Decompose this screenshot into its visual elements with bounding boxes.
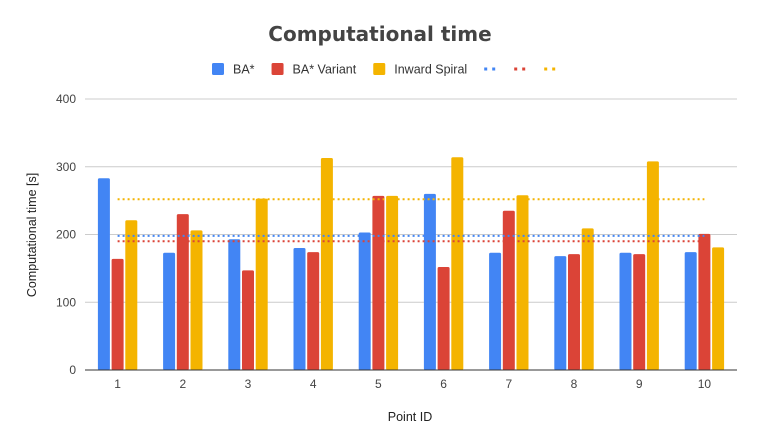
y-tick-label: 0 xyxy=(69,363,76,377)
bar-ba-7 xyxy=(489,252,502,370)
legend-swatch xyxy=(212,63,224,75)
bar-ba-9 xyxy=(619,252,632,370)
bar-inward-spiral-2 xyxy=(190,230,203,370)
bar-ba-variant-1 xyxy=(111,258,124,370)
chart-title: Computational time xyxy=(268,22,491,46)
x-tick-label: 7 xyxy=(505,377,512,391)
x-tick-label: 6 xyxy=(440,377,447,391)
legend: BA* BA* Variant Inward Spiral xyxy=(212,63,557,77)
y-axis-label: Computational time [s] xyxy=(25,173,39,297)
bar-inward-spiral-9 xyxy=(646,161,659,370)
y-tick-label: 300 xyxy=(56,160,76,174)
x-tick-label: 5 xyxy=(375,377,382,391)
legend-swatch xyxy=(373,63,386,75)
y-tick-label: 400 xyxy=(56,92,76,106)
bar-ba-variant-8 xyxy=(568,254,580,370)
bar-ba-variant-7 xyxy=(502,210,515,370)
bar-ba-2 xyxy=(163,252,176,370)
bar-ba-5 xyxy=(358,232,371,370)
bar-inward-spiral-10 xyxy=(712,247,725,370)
x-tick-label: 9 xyxy=(636,377,643,391)
bar-inward-spiral-1 xyxy=(125,220,138,370)
bar-ba-variant-6 xyxy=(437,267,450,370)
x-tick-label: 8 xyxy=(571,377,578,391)
x-tick-label: 3 xyxy=(245,377,252,391)
bar-inward-spiral-8 xyxy=(581,228,594,370)
x-axis-ticks: 1 2 3 4 5 6 7 8 9 10 xyxy=(114,377,711,391)
bar-inward-spiral-7 xyxy=(516,195,529,370)
legend-label: BA* Variant xyxy=(293,63,357,77)
bar-ba-variant-4 xyxy=(307,252,320,370)
bar-inward-spiral-6 xyxy=(451,157,464,370)
x-tick-label: 4 xyxy=(310,377,317,391)
bar-ba-3 xyxy=(228,239,241,370)
bar-ba-1 xyxy=(97,178,110,370)
bar-inward-spiral-5 xyxy=(386,195,399,370)
legend-label: BA* xyxy=(233,63,255,77)
bar-ba-8 xyxy=(554,256,567,370)
y-tick-label: 200 xyxy=(56,228,76,242)
bar-ba-6 xyxy=(423,193,436,370)
y-tick-label: 100 xyxy=(56,295,76,309)
legend-swatch xyxy=(271,63,284,75)
bar-ba-10 xyxy=(684,252,697,370)
bar-ba-variant-10 xyxy=(698,233,711,370)
y-axis-ticks: 0 100 200 300 400 xyxy=(56,92,76,377)
bar-inward-spiral-4 xyxy=(320,157,333,370)
bars xyxy=(97,157,725,370)
legend-label: Inward Spiral xyxy=(394,63,467,77)
bar-ba-variant-5 xyxy=(372,195,385,370)
bar-ba-variant-9 xyxy=(633,254,646,370)
bar-inward-spiral-3 xyxy=(255,198,268,370)
x-axis-label: Point ID xyxy=(388,410,432,424)
bar-ba-4 xyxy=(293,248,306,370)
x-tick-label: 2 xyxy=(179,377,186,391)
x-tick-label: 1 xyxy=(114,377,121,391)
bar-ba-variant-3 xyxy=(242,270,254,370)
x-tick-label: 10 xyxy=(698,377,712,391)
bar-ba-variant-2 xyxy=(176,214,189,370)
